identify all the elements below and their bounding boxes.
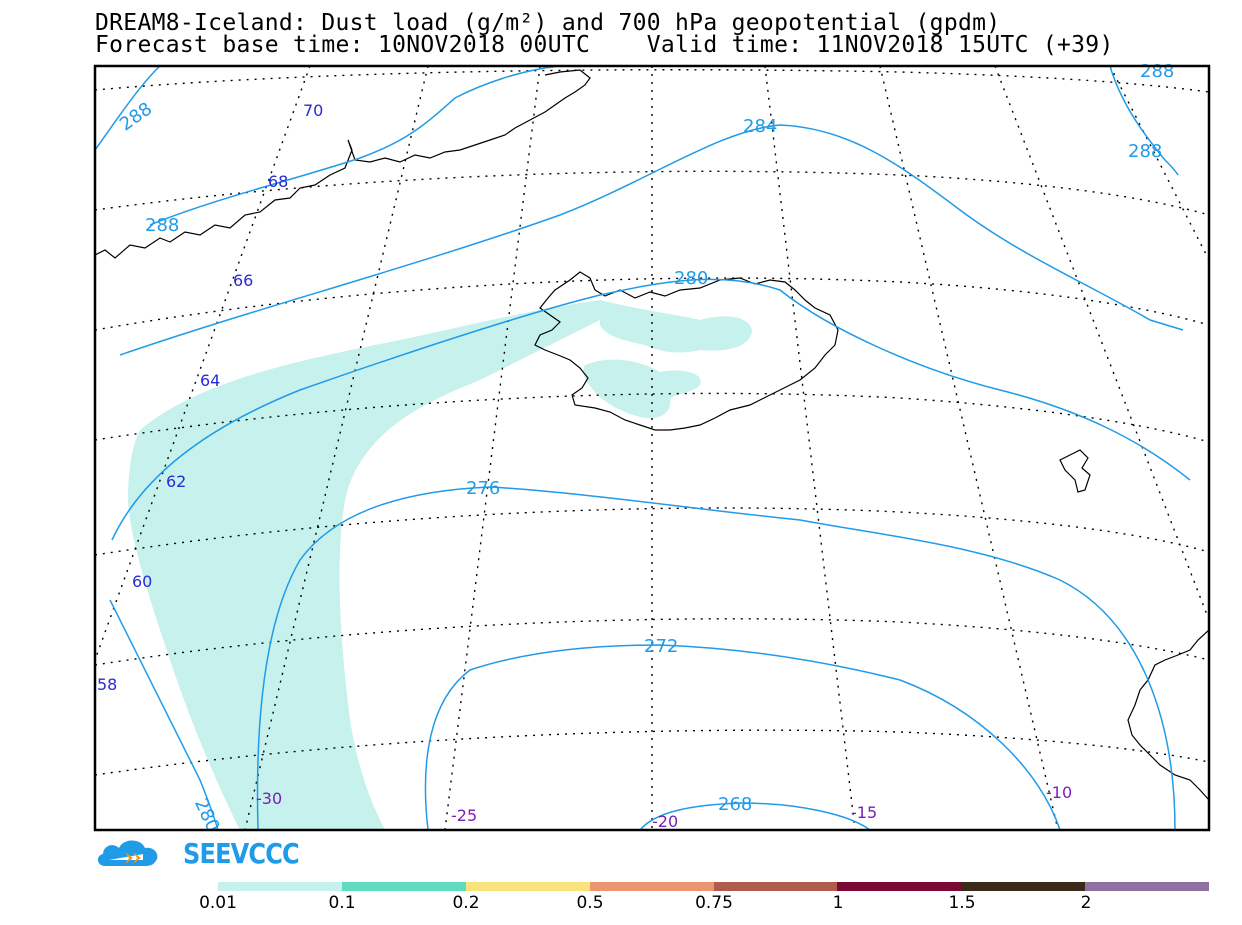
map-frame [93, 64, 1211, 832]
colorbar-tick: 0.01 [199, 893, 237, 913]
colorbar-tick: 1 [832, 893, 844, 913]
colorbar-tick: 0.1 [328, 893, 356, 913]
contour-label: 280 [674, 268, 708, 289]
longitude-label: -15 [851, 803, 877, 822]
colorbar-swatch [1085, 882, 1209, 891]
contour-label: 288 [1140, 61, 1174, 82]
colorbar-tick: 0.5 [576, 893, 604, 913]
colorbar-tick: 1.5 [948, 893, 976, 913]
latitude-label: 68 [268, 172, 288, 191]
geopotential-contours [95, 66, 1191, 830]
dust-region [583, 359, 701, 419]
colorbar [218, 882, 1209, 891]
dust-region [128, 300, 620, 830]
contour-label: 288 [1128, 141, 1162, 162]
colorbar-swatch [465, 882, 590, 891]
longitude-label: -20 [652, 812, 678, 831]
map-title-line2: Forecast base time: 10NOV2018 00UTC Vali… [95, 32, 1114, 58]
latitude-label: 58 [97, 675, 117, 694]
contour-label: 288 [116, 98, 156, 135]
longitude-label: -30 [256, 789, 282, 808]
graticule-latitudes [95, 69, 1209, 776]
latitude-label: 64 [200, 371, 220, 390]
colorbar-tick: 0.75 [695, 893, 733, 913]
coastline-faroes [1059, 449, 1091, 493]
colorbar-tick: 2 [1080, 893, 1092, 913]
latitude-label: 60 [132, 572, 152, 591]
contour-label: 272 [644, 636, 678, 657]
colorbar-swatch [341, 882, 466, 891]
contour-label: 276 [466, 478, 500, 499]
colorbar-tick: 0.2 [452, 893, 480, 913]
graticule-meridians [95, 66, 1209, 830]
colorbar-swatch [713, 882, 838, 891]
latitude-label: 62 [166, 472, 186, 491]
colorbar-swatch [589, 882, 714, 891]
latitude-label: 70 [303, 101, 323, 120]
coastline-iceland [534, 271, 839, 431]
cloud-icon [97, 840, 158, 866]
contour-label: 284 [743, 116, 777, 137]
contour-label: 288 [145, 215, 179, 236]
map-title-line1: DREAM8-Iceland: Dust load (g/m²) and 700… [95, 10, 1001, 36]
latitude-label: 66 [233, 271, 253, 290]
colorbar-swatch [218, 882, 342, 891]
colorbar-swatch [961, 882, 1086, 891]
longitude-label: -10 [1046, 783, 1072, 802]
logo-text: SEEVCCC [183, 837, 300, 870]
seevccc-logo [97, 840, 158, 866]
coastline-europe [1127, 629, 1209, 801]
contour-label: 268 [718, 794, 752, 815]
dust-region [600, 300, 752, 353]
longitude-label: -25 [451, 806, 477, 825]
colorbar-swatch [837, 882, 962, 891]
